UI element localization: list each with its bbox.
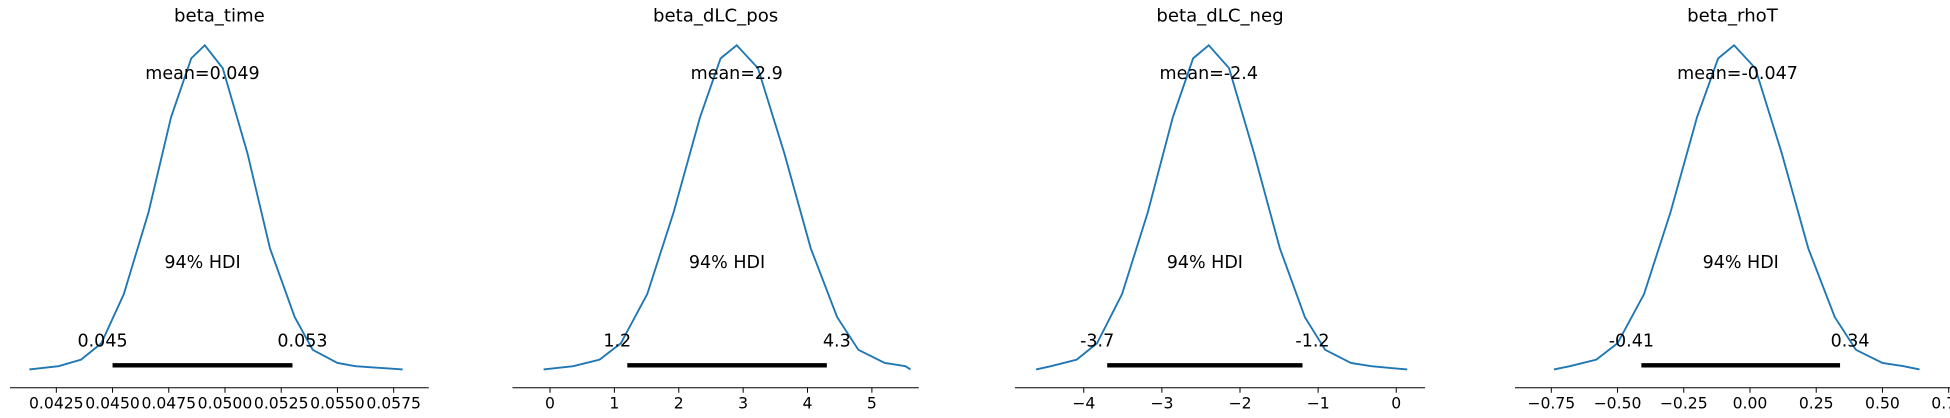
x-tick-label: −0.75 — [1527, 395, 1575, 413]
x-tick-label: −3 — [1150, 395, 1173, 413]
x-tick-label: 0.0450 — [85, 395, 140, 413]
hdi-label: 94% HDI — [164, 253, 240, 273]
hdi-label: 94% HDI — [1167, 253, 1243, 273]
density-curve — [29, 43, 403, 371]
panel-title: beta_time — [174, 6, 265, 27]
x-tick-label: 0.0575 — [366, 395, 421, 413]
mean-label: mean=-0.047 — [1677, 64, 1798, 84]
hdi-upper-label: 0.34 — [1831, 332, 1870, 352]
panel-title: beta_dLC_pos — [653, 6, 778, 27]
x-tick-label: 0.0475 — [141, 395, 196, 413]
x-tick-label: 4 — [803, 395, 813, 413]
x-tick-label: −0.50 — [1594, 395, 1642, 413]
hdi-lower-label: 0.045 — [77, 332, 127, 352]
x-tick-label: −2 — [1228, 395, 1251, 413]
hdi-label: 94% HDI — [689, 253, 765, 273]
x-tick-label: 0.0550 — [310, 395, 365, 413]
x-tick-label: 1 — [609, 395, 619, 413]
x-tick-label: 0.75 — [1931, 395, 1950, 413]
x-tick-label: 0.50 — [1865, 395, 1900, 413]
hdi-label: 94% HDI — [1703, 253, 1779, 273]
density-curve — [1553, 43, 1920, 371]
x-tick-label: 0.0500 — [198, 395, 253, 413]
hdi-upper-label: -1.2 — [1295, 332, 1329, 352]
hdi-lower-label: -0.41 — [1609, 332, 1654, 352]
x-tick-label: 2 — [674, 395, 684, 413]
hdi-lower-label: -3.7 — [1080, 332, 1114, 352]
x-tick-label: 0.00 — [1733, 395, 1768, 413]
hdi-upper-label: 0.053 — [277, 332, 327, 352]
panel-title: beta_rhoT — [1687, 6, 1779, 27]
density-curve — [543, 43, 912, 371]
hdi-upper-label: 4.3 — [823, 332, 851, 352]
x-tick-label: −4 — [1072, 395, 1095, 413]
x-tick-label: −1 — [1307, 395, 1330, 413]
mean-label: mean=2.9 — [691, 64, 783, 84]
x-tick-label: 5 — [867, 395, 877, 413]
mean-label: mean=0.049 — [145, 64, 259, 84]
x-tick-label: 0.0425 — [29, 395, 84, 413]
mean-label: mean=-2.4 — [1160, 64, 1258, 84]
x-tick-label: −0.25 — [1660, 395, 1708, 413]
hdi-lower-label: 1.2 — [603, 332, 631, 352]
x-tick-label: 0.25 — [1799, 395, 1834, 413]
density-curve — [1035, 43, 1408, 371]
panel-title: beta_dLC_neg — [1156, 6, 1283, 27]
x-tick-label: 0 — [1391, 395, 1401, 413]
x-tick-label: 0.0525 — [254, 395, 309, 413]
x-tick-label: 3 — [738, 395, 748, 413]
x-tick-label: 0 — [545, 395, 555, 413]
